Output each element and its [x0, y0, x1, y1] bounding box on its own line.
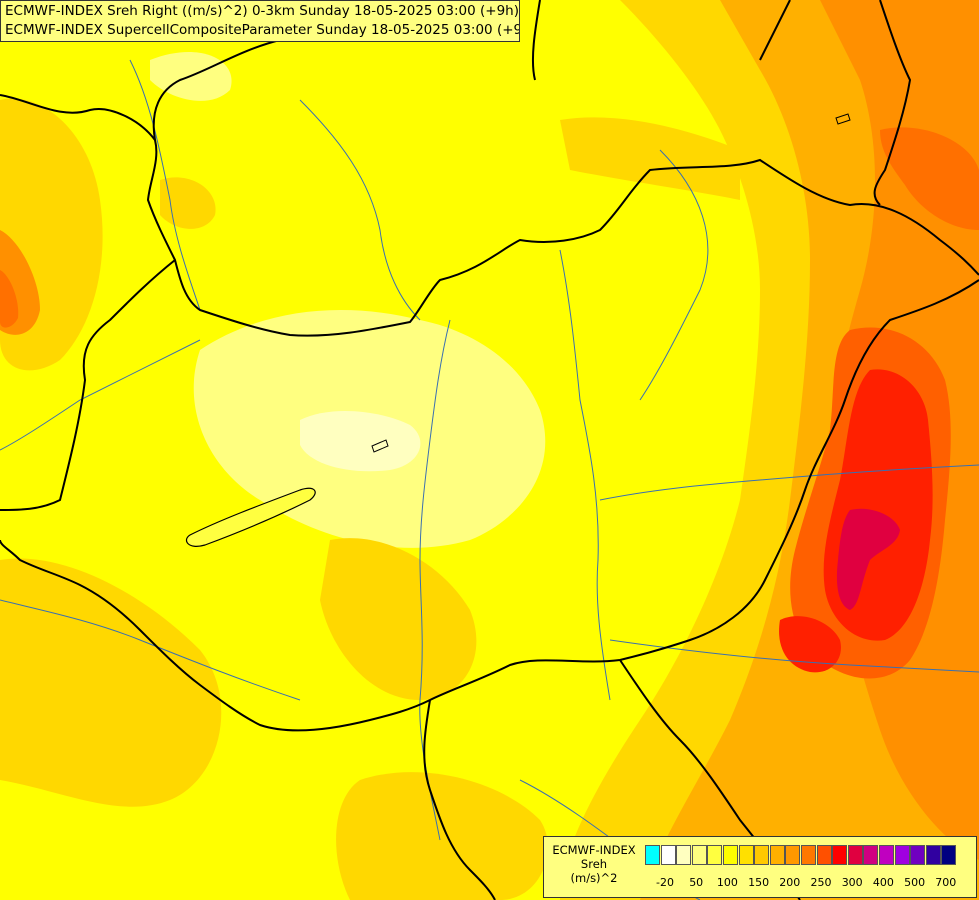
legend-swatch: [676, 845, 692, 865]
legend-swatch: [707, 845, 723, 865]
title-line-1: ECMWF-INDEX Sreh Right ((m/s)^2) 0-3km S…: [5, 3, 519, 19]
legend-title-line-2: Sreh: [580, 857, 608, 871]
legend-label: 100: [716, 876, 738, 889]
legend-swatch: [879, 845, 894, 865]
legend-swatch: [785, 845, 801, 865]
legend-label: 400: [872, 876, 894, 889]
legend-swatch: [847, 845, 863, 865]
legend-label: 250: [810, 876, 832, 889]
legend-swatch: [738, 845, 754, 865]
magenta-core: [836, 508, 900, 610]
legend-swatch: [801, 845, 816, 865]
legend-swatch: [754, 845, 770, 865]
legend-swatch: [816, 845, 832, 865]
legend-swatch: [910, 845, 926, 865]
color-legend: ECMWF-INDEX Sreh (m/s)^2 -20 50 100 150 200 2…: [543, 836, 977, 898]
legend-label: 500: [904, 876, 926, 889]
legend-title: ECMWF-INDEX Sreh (m/s)^2: [544, 843, 644, 885]
legend-label: 300: [841, 876, 863, 889]
legend-swatch: [723, 845, 738, 865]
legend-swatch: [691, 845, 707, 865]
map-title-box: ECMWF-INDEX Sreh Right ((m/s)^2) 0-3km S…: [0, 0, 520, 42]
legend-title-line-3: (m/s)^2: [570, 871, 618, 885]
lake-balaton: [185, 487, 316, 547]
legend-swatch: [660, 845, 676, 865]
legend-swatch: [941, 845, 957, 865]
very-pale-region: [300, 410, 421, 472]
legend-label: -20: [656, 876, 674, 889]
legend-swatch: [863, 845, 879, 865]
legend-label: 200: [779, 876, 801, 889]
legend-swatch: [769, 845, 785, 865]
legend-swatch: [925, 845, 941, 865]
legend-swatch: [645, 845, 660, 865]
legend-swatch: [832, 845, 848, 865]
legend-label: 50: [689, 876, 704, 889]
legend-label: 150: [748, 876, 770, 889]
legend-swatch: [894, 845, 910, 865]
legend-label: 700: [935, 876, 957, 889]
legend-title-line-1: ECMWF-INDEX: [552, 843, 636, 857]
title-line-2: ECMWF-INDEX SupercellCompositeParameter …: [5, 22, 520, 38]
